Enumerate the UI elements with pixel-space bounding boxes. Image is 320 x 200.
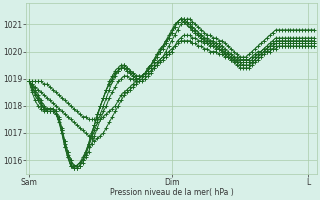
X-axis label: Pression niveau de la mer( hPa ): Pression niveau de la mer( hPa )	[110, 188, 234, 197]
